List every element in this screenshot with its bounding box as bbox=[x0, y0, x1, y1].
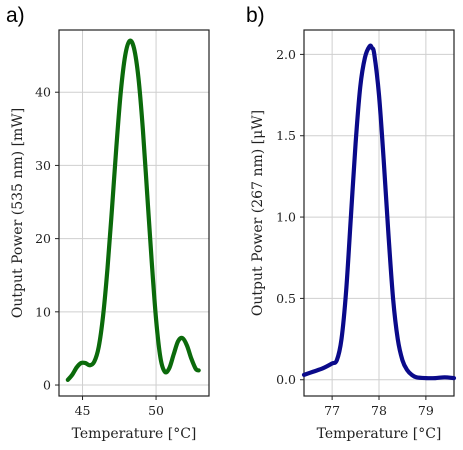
panel-a-xtick-label: 45 bbox=[75, 403, 91, 418]
panel-a-ylabel: Output Power (535 nm) [mW] bbox=[10, 108, 26, 318]
panel-a-ticks: 45 50 0 10 20 30 40 bbox=[35, 85, 164, 418]
panel-b-ytick-label: 0.0 bbox=[276, 372, 296, 387]
panel-b-ytick-label: 1.0 bbox=[276, 210, 296, 225]
panel-a: a) 45 50 0 10 20 30 40 Temperature [°C] Output… bbox=[6, 4, 210, 442]
panel-a-ytick-label: 40 bbox=[35, 85, 51, 100]
panel-label-a: a) bbox=[6, 4, 25, 27]
panel-b-xtick-label: 79 bbox=[418, 403, 434, 418]
panel-a-ytick-label: 10 bbox=[35, 304, 51, 319]
panel-b-ytick-label: 1.5 bbox=[276, 128, 296, 143]
panel-a-frame bbox=[58, 29, 210, 397]
panel-b-series-line bbox=[301, 43, 457, 381]
panel-a-ytick-label: 30 bbox=[35, 158, 51, 173]
panel-a-xlabel: Temperature [°C] bbox=[72, 426, 197, 442]
panel-a-series-line bbox=[65, 38, 201, 382]
panel-label-b: b) bbox=[246, 4, 265, 27]
panel-b-xtick-label: 77 bbox=[324, 403, 340, 418]
panel-b-ticks: 77 78 79 0.0 0.5 1.0 1.5 2.0 bbox=[276, 47, 434, 418]
panel-b-xtick-label: 78 bbox=[371, 403, 387, 418]
panel-b-xlabel: Temperature [°C] bbox=[317, 426, 442, 442]
panel-b-ytick-label: 2.0 bbox=[276, 47, 296, 62]
panel-b-ylabel: Output Power (267 nm) [μW] bbox=[250, 110, 266, 316]
panel-a-xtick-label: 50 bbox=[148, 403, 164, 418]
panel-a-ytick-label: 20 bbox=[35, 231, 51, 246]
panel-a-ytick-label: 0 bbox=[43, 378, 51, 393]
panel-b-ytick-label: 0.5 bbox=[276, 291, 296, 306]
panel-b: b) 77 78 79 0.0 0.5 1.0 1.5 2.0 Temperature [°C… bbox=[246, 4, 457, 442]
